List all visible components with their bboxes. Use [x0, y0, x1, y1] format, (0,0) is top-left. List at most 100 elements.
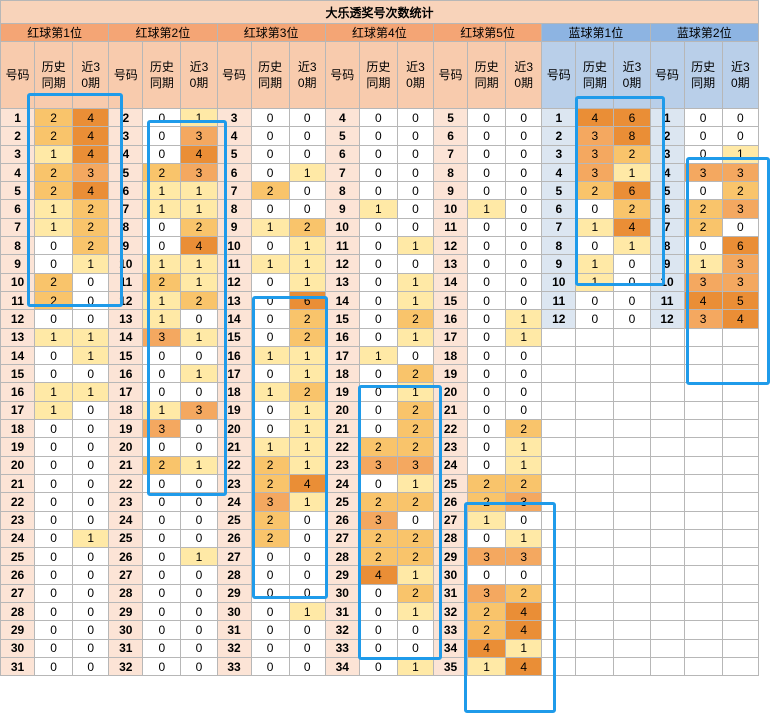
- number-cell[interactable]: 33: [216, 656, 252, 677]
- recent30-count-cell[interactable]: 4: [72, 144, 110, 164]
- number-cell[interactable]: 22: [216, 455, 252, 475]
- history-count-cell[interactable]: 0: [467, 419, 507, 439]
- column-header-hist[interactable]: 历史 同期: [467, 41, 507, 109]
- recent30-count-cell[interactable]: 2: [613, 199, 651, 219]
- number-cell[interactable]: 2: [108, 107, 144, 128]
- history-count-cell[interactable]: 3: [142, 419, 182, 439]
- number-cell[interactable]: 3: [216, 107, 252, 128]
- history-count-cell[interactable]: 1: [250, 345, 290, 366]
- recent30-count-cell[interactable]: 0: [180, 473, 218, 494]
- recent30-count-cell[interactable]: 1: [180, 107, 218, 128]
- history-count-cell[interactable]: 0: [142, 126, 182, 146]
- history-count-cell[interactable]: 0: [34, 510, 74, 530]
- number-cell[interactable]: 29: [432, 547, 469, 567]
- number-cell[interactable]: 21: [324, 419, 360, 439]
- history-count-cell[interactable]: 0: [250, 236, 290, 256]
- recent30-count-cell[interactable]: 0: [72, 510, 110, 530]
- history-count-cell[interactable]: 3: [358, 510, 398, 530]
- recent30-count-cell[interactable]: 3: [72, 162, 110, 183]
- recent30-count-cell[interactable]: 0: [180, 602, 218, 622]
- recent30-count-cell[interactable]: 1: [396, 382, 435, 402]
- recent30-count-cell[interactable]: 0: [72, 656, 110, 677]
- history-count-cell[interactable]: 4: [358, 565, 398, 585]
- history-count-cell[interactable]: 2: [250, 528, 290, 549]
- number-cell[interactable]: 13: [324, 272, 360, 292]
- number-cell[interactable]: 10: [324, 217, 360, 238]
- history-count-cell[interactable]: 0: [467, 400, 507, 421]
- recent30-count-cell[interactable]: 1: [505, 528, 543, 549]
- recent30-count-cell[interactable]: 0: [396, 217, 435, 238]
- history-count-cell[interactable]: 2: [142, 455, 182, 475]
- history-count-cell[interactable]: 4: [575, 107, 615, 128]
- recent30-count-cell[interactable]: 2: [288, 327, 326, 347]
- number-cell[interactable]: 19: [324, 382, 360, 402]
- history-count-cell[interactable]: 1: [142, 181, 182, 201]
- recent30-count-cell[interactable]: 1: [72, 254, 110, 274]
- recent30-count-cell[interactable]: 0: [505, 290, 543, 311]
- number-cell[interactable]: 28: [432, 528, 469, 549]
- column-header-hist[interactable]: 历史 同期: [250, 41, 290, 109]
- number-cell[interactable]: 9: [649, 254, 685, 274]
- history-count-cell[interactable]: 1: [575, 254, 615, 274]
- recent30-count-cell[interactable]: 6: [288, 290, 326, 311]
- number-cell[interactable]: 12: [0, 309, 36, 329]
- history-count-cell[interactable]: 0: [358, 419, 398, 439]
- number-cell[interactable]: 21: [0, 473, 36, 494]
- number-cell[interactable]: 8: [649, 236, 685, 256]
- number-cell[interactable]: 26: [216, 528, 252, 549]
- history-count-cell[interactable]: 1: [142, 290, 182, 311]
- number-cell[interactable]: 9: [541, 254, 577, 274]
- recent30-count-cell[interactable]: 1: [396, 565, 435, 585]
- recent30-count-cell[interactable]: 2: [288, 382, 326, 402]
- number-cell[interactable]: 17: [216, 364, 252, 384]
- number-cell[interactable]: 18: [216, 382, 252, 402]
- recent30-count-cell[interactable]: 0: [72, 583, 110, 604]
- recent30-count-cell[interactable]: 2: [396, 492, 435, 512]
- recent30-count-cell[interactable]: 0: [288, 620, 326, 640]
- history-count-cell[interactable]: 0: [683, 236, 723, 256]
- column-header-num[interactable]: 号码: [216, 41, 252, 109]
- recent30-count-cell[interactable]: 4: [288, 473, 326, 494]
- recent30-count-cell[interactable]: 0: [72, 492, 110, 512]
- recent30-count-cell[interactable]: 2: [505, 583, 543, 604]
- number-cell[interactable]: 28: [0, 602, 36, 622]
- recent30-count-cell[interactable]: 1: [505, 327, 543, 347]
- recent30-count-cell[interactable]: 2: [396, 400, 435, 421]
- column-header-recent[interactable]: 近3 0期: [180, 41, 218, 109]
- history-count-cell[interactable]: 0: [358, 656, 398, 677]
- history-count-cell[interactable]: 0: [575, 236, 615, 256]
- number-cell[interactable]: 3: [541, 144, 577, 164]
- number-cell[interactable]: 14: [216, 309, 252, 329]
- recent30-count-cell[interactable]: 0: [72, 272, 110, 292]
- recent30-count-cell[interactable]: 0: [396, 638, 435, 658]
- recent30-count-cell[interactable]: 1: [288, 400, 326, 421]
- number-cell[interactable]: 23: [216, 473, 252, 494]
- history-count-cell[interactable]: 0: [34, 236, 74, 256]
- recent30-count-cell[interactable]: 1: [505, 309, 543, 329]
- number-cell[interactable]: 9: [216, 217, 252, 238]
- history-count-cell[interactable]: 0: [358, 217, 398, 238]
- history-count-cell[interactable]: 0: [358, 309, 398, 329]
- sheet-title[interactable]: 大乐透奖号次数统计: [0, 0, 759, 24]
- recent30-count-cell[interactable]: 0: [505, 236, 543, 256]
- number-cell[interactable]: 24: [108, 510, 144, 530]
- number-cell[interactable]: 16: [432, 309, 469, 329]
- number-cell[interactable]: 13: [432, 254, 469, 274]
- history-count-cell[interactable]: 0: [34, 638, 74, 658]
- history-count-cell[interactable]: 2: [34, 290, 74, 311]
- history-count-cell[interactable]: 0: [250, 419, 290, 439]
- column-header-num[interactable]: 号码: [324, 41, 360, 109]
- recent30-count-cell[interactable]: 2: [72, 199, 110, 219]
- recent30-count-cell[interactable]: 0: [288, 144, 326, 164]
- number-cell[interactable]: 7: [108, 199, 144, 219]
- recent30-count-cell[interactable]: 0: [396, 345, 435, 366]
- history-count-cell[interactable]: 2: [250, 455, 290, 475]
- recent30-count-cell[interactable]: 0: [396, 107, 435, 128]
- number-cell[interactable]: 3: [0, 144, 36, 164]
- history-count-cell[interactable]: 0: [467, 455, 507, 475]
- recent30-count-cell[interactable]: 2: [396, 419, 435, 439]
- number-cell[interactable]: 5: [108, 162, 144, 183]
- history-count-cell[interactable]: 0: [358, 254, 398, 274]
- history-count-cell[interactable]: 3: [467, 583, 507, 604]
- history-count-cell[interactable]: 0: [142, 382, 182, 402]
